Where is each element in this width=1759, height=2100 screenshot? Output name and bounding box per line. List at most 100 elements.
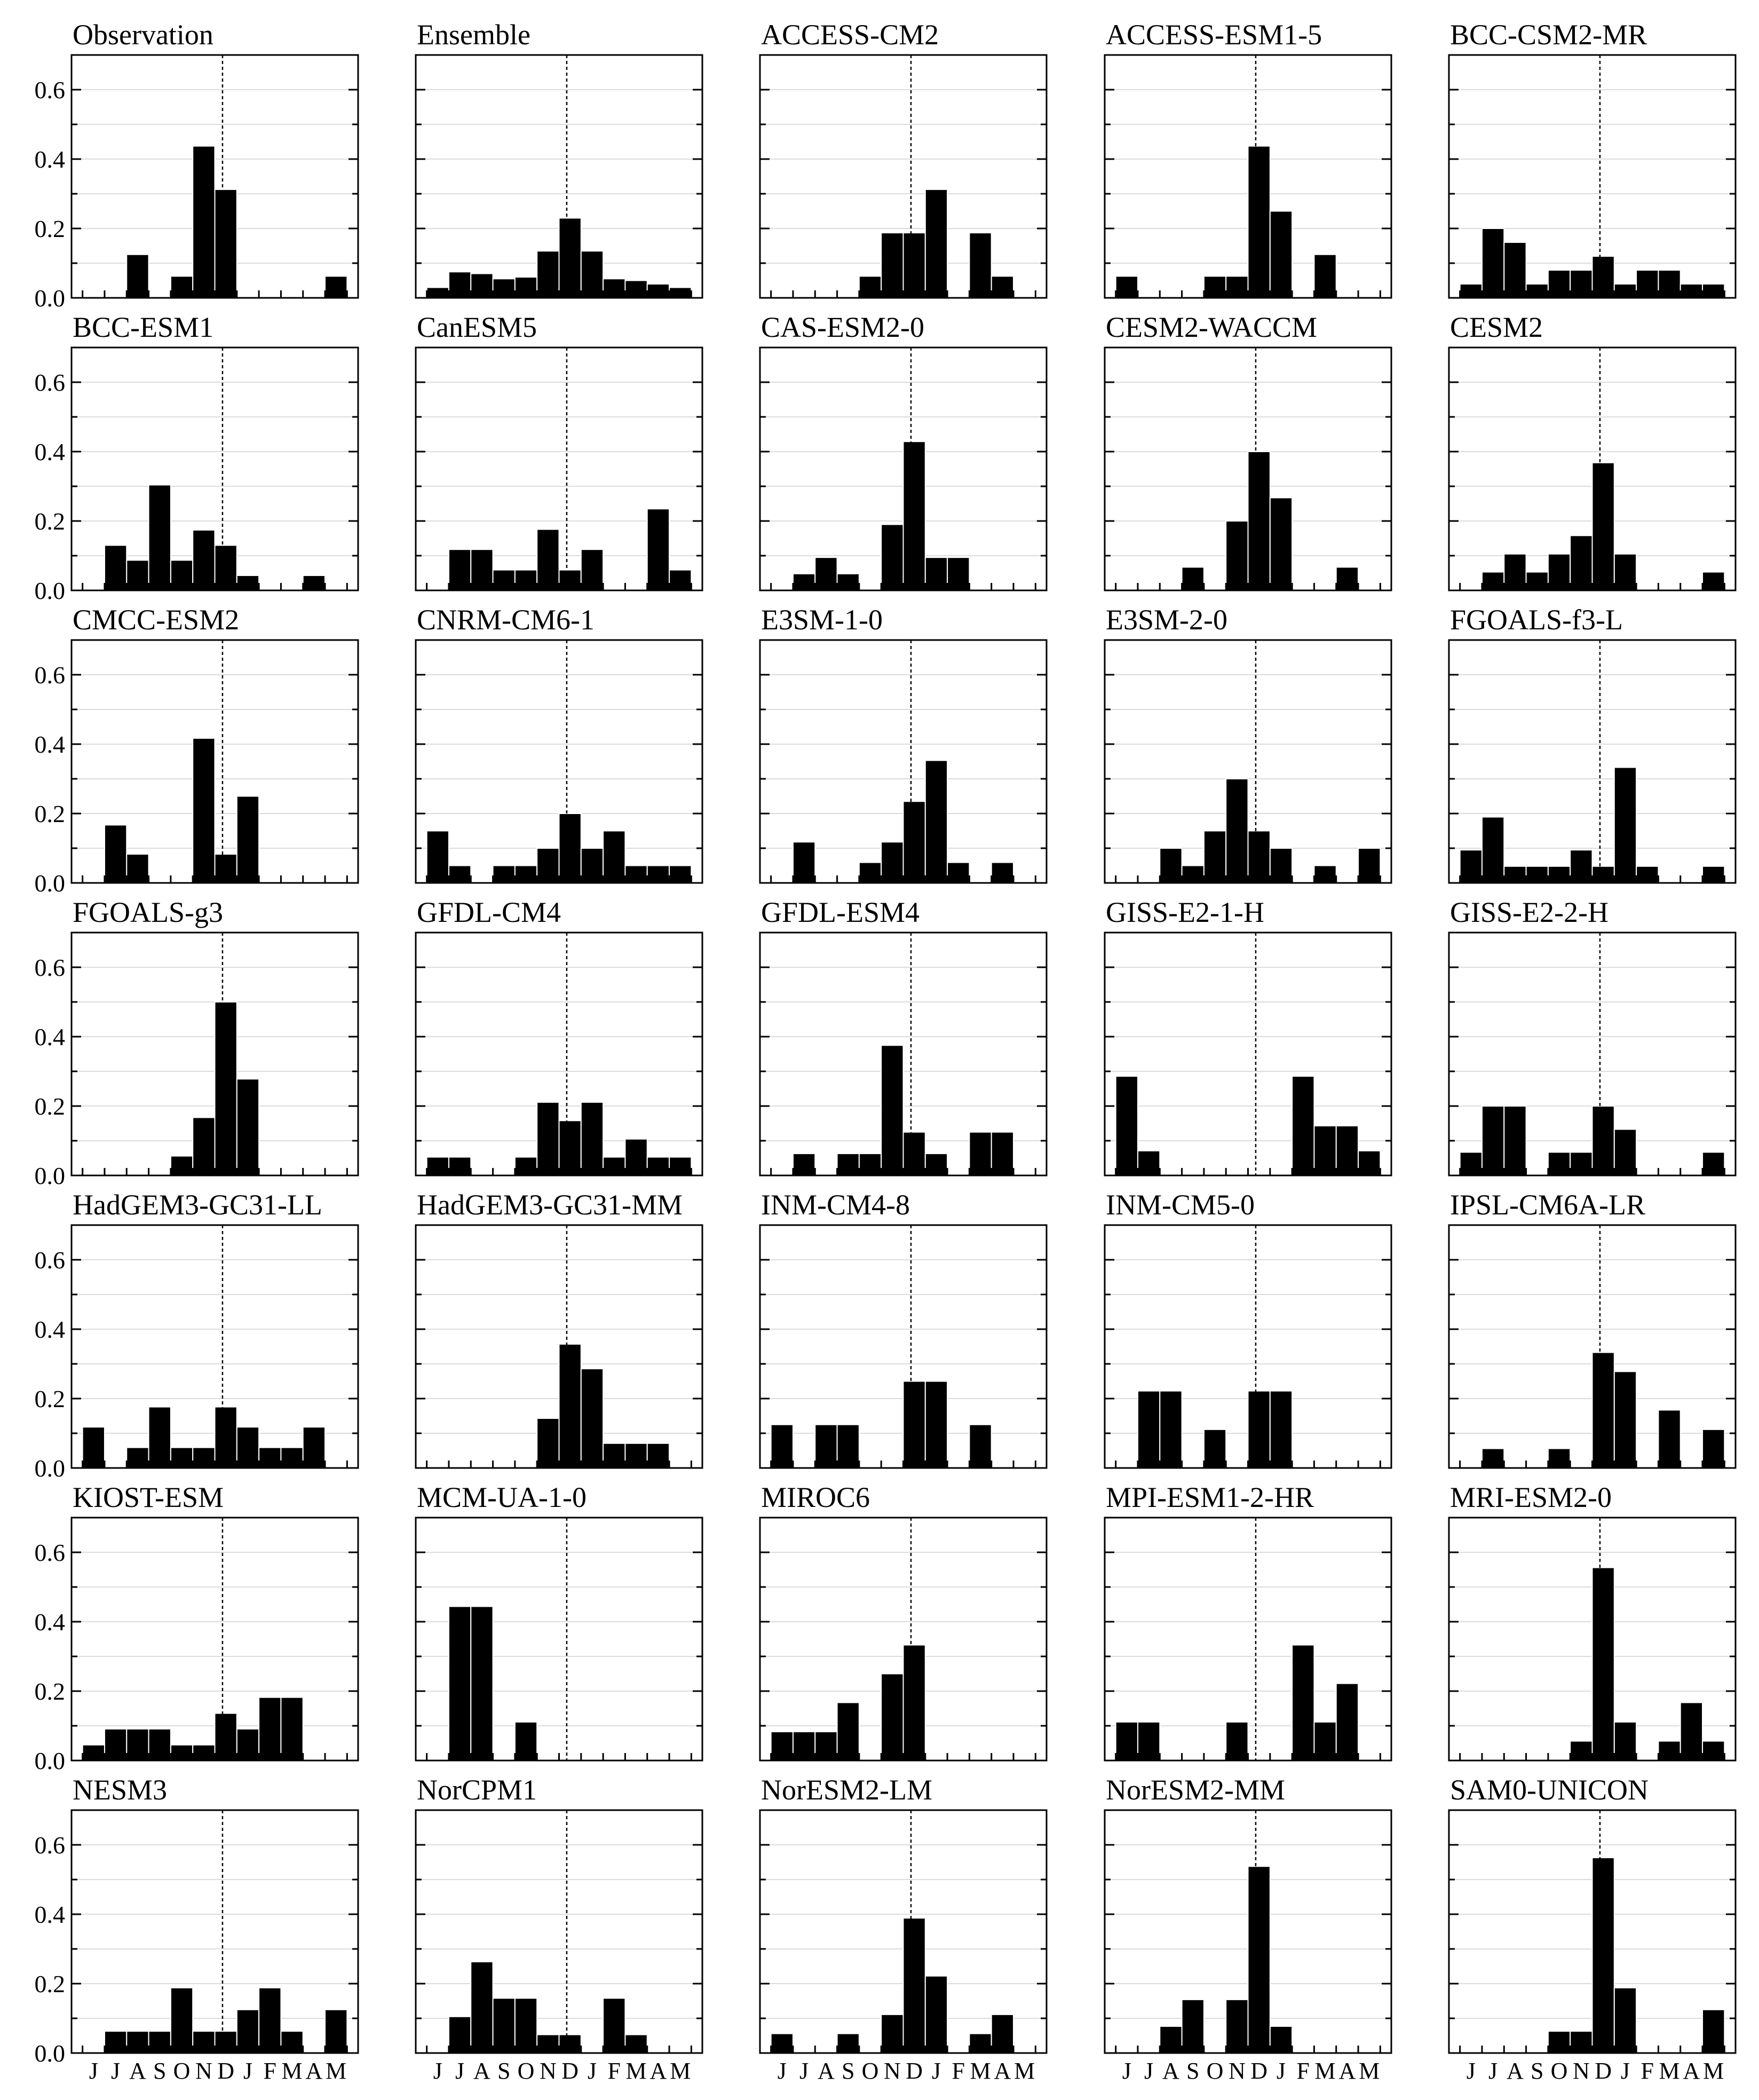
bar-6 xyxy=(1570,1740,1593,1762)
panel-canesm5: CanESM5 xyxy=(415,311,703,591)
bar-4 xyxy=(148,1406,171,1469)
bar-2 xyxy=(792,841,816,884)
bar-2 xyxy=(1137,1390,1161,1469)
bar-2 xyxy=(792,1153,816,1177)
bar-10 xyxy=(1658,1409,1681,1469)
bar-7 xyxy=(558,2034,582,2054)
bar-10 xyxy=(624,865,648,883)
panel-title: GISS-E2-1-H xyxy=(1106,896,1264,928)
month-label: J xyxy=(1467,2058,1476,2084)
bar-12 xyxy=(1702,1740,1725,1762)
bar-7 xyxy=(558,813,582,883)
bar-11 xyxy=(991,2014,1015,2054)
bar-7 xyxy=(214,544,237,591)
panel-cnrm-cm6-1: CNRM-CM6-1 xyxy=(415,604,703,884)
month-label: O xyxy=(173,2058,191,2084)
panel-bcc-esm1: 0.0 0.2 0.4 0.6 BCC-ESM1 xyxy=(35,311,359,604)
bar-3 xyxy=(126,254,149,298)
bar-2 xyxy=(1481,571,1505,591)
month-label: J xyxy=(799,2058,809,2084)
bar-11 xyxy=(646,1156,670,1177)
month-label: J xyxy=(1144,2058,1153,2084)
panel-title: MRI-ESM2-0 xyxy=(1450,1481,1612,1513)
bar-6 xyxy=(1570,535,1593,591)
panel-title: CanESM5 xyxy=(417,311,537,343)
panel-title: GFDL-CM4 xyxy=(417,896,561,928)
month-label: J xyxy=(1277,2058,1286,2084)
bar-6 xyxy=(536,528,560,591)
y-tick-label: 0.6 xyxy=(35,76,66,104)
panel-e3sm-1-0: E3SM-1-0 xyxy=(759,604,1048,884)
month-label: J xyxy=(1621,2058,1630,2084)
bar-3 xyxy=(126,559,149,591)
bar-8 xyxy=(236,575,260,591)
y-tick-label: 0.4 xyxy=(35,731,66,758)
bar-12 xyxy=(1358,1150,1381,1177)
y-tick-label: 0.0 xyxy=(35,285,66,312)
month-label: J xyxy=(243,2058,252,2084)
bar-5 xyxy=(170,275,194,298)
bar-6 xyxy=(536,1101,560,1177)
bar-7 xyxy=(1247,1866,1271,2054)
bar-10 xyxy=(969,232,992,298)
bar-7 xyxy=(1247,451,1271,591)
y-tick-label: 0.0 xyxy=(35,1455,66,1482)
panel-mcm-ua-1-0: MCM-UA-1-0 xyxy=(415,1481,703,1762)
bar-6 xyxy=(1225,1999,1249,2054)
y-tick-label: 0.4 xyxy=(35,438,66,465)
month-label: M xyxy=(326,2058,346,2084)
bar-12 xyxy=(669,1156,692,1177)
month-label: M xyxy=(1014,2058,1035,2084)
month-label: D xyxy=(1250,2058,1267,2084)
month-label: M xyxy=(1703,2058,1724,2084)
bar-9 xyxy=(603,1156,626,1177)
month-label: J xyxy=(588,2058,597,2084)
month-label: A xyxy=(305,2058,322,2084)
panel-giss-e2-2-h: GISS-E2-2-H xyxy=(1448,896,1737,1177)
bar-3 xyxy=(1159,2025,1183,2054)
bar-8 xyxy=(236,1728,260,1762)
bar-3 xyxy=(470,549,494,591)
bar-2 xyxy=(104,544,128,591)
panel-bcc-csm2-mr: BCC-CSM2-MR xyxy=(1448,19,1737,299)
panel-hadgem3-gc31-mm: HadGEM3-GC31-MM xyxy=(415,1189,703,1469)
panel-gfdl-cm4: GFDL-CM4 xyxy=(415,896,703,1177)
bar-9 xyxy=(947,557,970,591)
y-tick-label: 0.6 xyxy=(35,369,66,396)
bar-4 xyxy=(492,1998,516,2054)
month-label: F xyxy=(264,2058,276,2084)
bar-8 xyxy=(1269,497,1293,591)
bar-8 xyxy=(924,188,948,298)
bar-7 xyxy=(1591,1352,1615,1469)
bar-2 xyxy=(792,573,816,591)
bar-1 xyxy=(1459,849,1483,883)
y-tick-label: 0.4 xyxy=(35,1023,66,1051)
panel-title: GISS-E2-2-H xyxy=(1450,896,1609,928)
bar-9 xyxy=(1636,270,1659,298)
bar-11 xyxy=(1335,1683,1359,1761)
bar-7 xyxy=(214,1001,237,1176)
bar-1 xyxy=(770,1731,794,1762)
month-label: A xyxy=(1162,2058,1179,2084)
bar-9 xyxy=(1291,1076,1315,1176)
bar-3 xyxy=(1159,1390,1183,1469)
bar-7 xyxy=(214,1406,237,1469)
bar-1 xyxy=(770,1424,794,1469)
panel-title: ACCESS-ESM1-5 xyxy=(1106,19,1322,51)
bar-11 xyxy=(646,283,670,298)
panel-title: NESM3 xyxy=(73,1774,167,1806)
bar-3 xyxy=(126,1728,149,1762)
bar-8 xyxy=(580,848,604,883)
bar-7 xyxy=(1591,1567,1615,1762)
bar-8 xyxy=(1613,283,1637,298)
panel-ipsl-cm6a-lr: IPSL-CM6A-LR xyxy=(1448,1189,1737,1469)
bar-6 xyxy=(536,848,560,883)
bar-5 xyxy=(514,865,538,883)
bar-5 xyxy=(1203,1428,1227,1469)
y-tick-label: 0.0 xyxy=(35,1747,66,1774)
